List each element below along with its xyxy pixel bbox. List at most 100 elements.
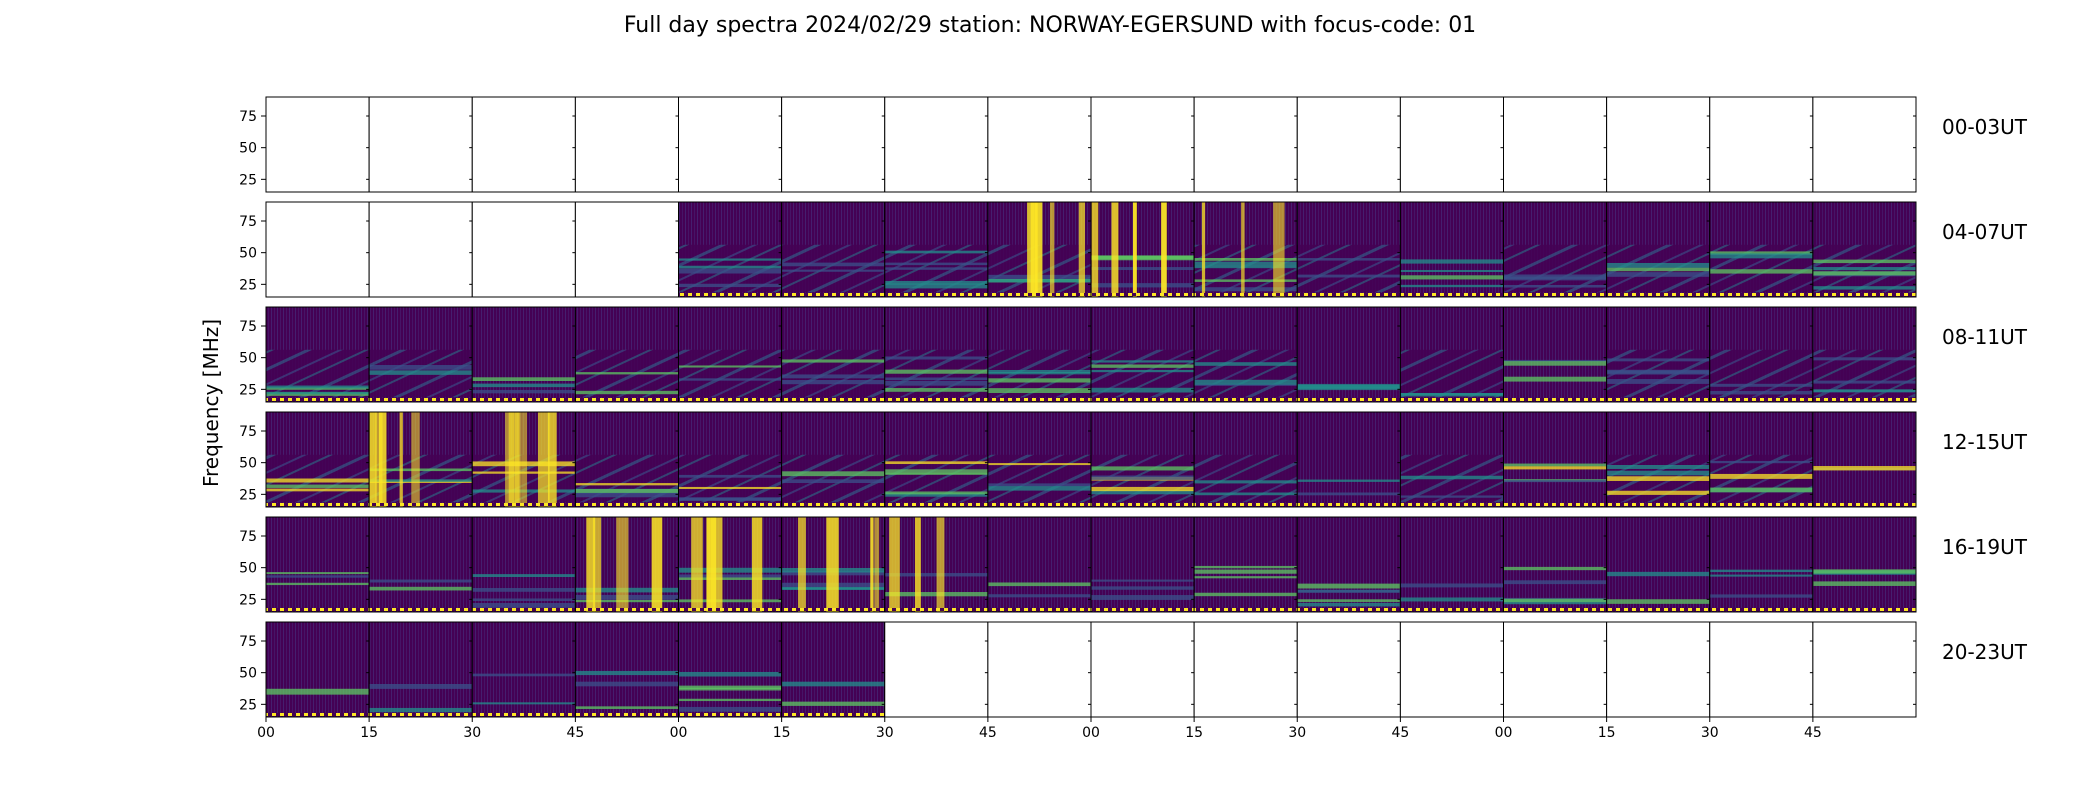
marker-dots	[1503, 398, 1607, 401]
emission-line	[1400, 597, 1504, 602]
empty-panel	[987, 97, 1091, 192]
emission-line	[987, 582, 1091, 587]
emission-line	[884, 283, 988, 289]
x-tick-label: 15	[360, 725, 378, 741]
spectrum-panel	[1812, 306, 1917, 403]
marker-dots	[369, 503, 473, 506]
burst	[547, 412, 557, 507]
emission-line	[1091, 369, 1195, 373]
marker-dots	[884, 293, 988, 296]
burst	[537, 412, 550, 507]
emission-line	[1194, 565, 1298, 569]
spectrum-background	[1297, 517, 1401, 612]
spectrum-background	[1709, 517, 1813, 612]
emission-line	[1091, 255, 1195, 260]
marker-dots	[1400, 608, 1504, 611]
emission-line	[884, 267, 988, 270]
emission-line	[1091, 360, 1195, 363]
spectrum-panel	[987, 411, 1092, 508]
emission-line	[987, 594, 1091, 598]
empty-panel	[1297, 97, 1401, 192]
spectrum-background	[266, 622, 370, 717]
figure-title: Full day spectra 2024/02/29 station: NOR…	[624, 13, 1476, 38]
y-tick-label: 75	[239, 424, 257, 440]
spectrum-panel	[574, 306, 679, 403]
emission-line	[1503, 284, 1607, 288]
marker-dots	[1709, 398, 1813, 401]
spectrum-panel	[368, 411, 473, 508]
row-label: 20-23UT	[1942, 640, 2028, 664]
spectrum-background	[369, 517, 473, 612]
spectrum-background	[575, 622, 679, 717]
spectrum-panel	[678, 516, 783, 613]
emission-line	[1812, 380, 1916, 384]
emission-line	[781, 359, 885, 363]
emission-line	[678, 365, 782, 368]
burst	[1111, 202, 1119, 297]
emission-line	[678, 378, 782, 381]
spectrum-panel	[987, 201, 1092, 298]
spectrum-panel	[1193, 621, 1298, 718]
spectrum-panel	[1606, 411, 1711, 508]
burst	[411, 412, 420, 507]
emission-line	[678, 706, 782, 712]
emission-line	[884, 592, 988, 597]
marker-dots	[1400, 503, 1504, 506]
emission-line	[1091, 364, 1195, 368]
spectrum-panel	[1606, 96, 1711, 193]
interference-band	[1194, 349, 1298, 398]
emission-line	[266, 690, 370, 695]
burst	[521, 412, 528, 507]
burst	[375, 412, 383, 507]
emission-line	[1091, 283, 1195, 288]
emission-line	[1194, 265, 1298, 269]
spectrum-panel	[987, 621, 1092, 718]
emission-line	[1091, 490, 1195, 495]
emission-line	[1606, 599, 1710, 604]
marker-dots	[1606, 293, 1710, 296]
emission-line	[575, 489, 679, 493]
emission-line	[1709, 594, 1813, 598]
spectrum-panel	[1606, 306, 1711, 403]
spectrum-panel	[1090, 306, 1195, 403]
empty-panel	[1194, 622, 1298, 717]
spectrum-panel	[884, 201, 989, 298]
marker-dots	[884, 398, 988, 401]
spectrum-panel	[781, 411, 886, 508]
spectrum-panel	[471, 306, 576, 403]
spectrum-panel	[1709, 96, 1814, 193]
empty-panel	[1812, 622, 1916, 717]
spectrum-panel	[678, 96, 783, 193]
x-tick-label: 15	[773, 725, 791, 741]
spectrum-panel	[574, 516, 679, 613]
emission-line	[1709, 569, 1813, 573]
emission-line	[1606, 272, 1710, 277]
empty-panel	[1709, 622, 1813, 717]
empty-panel	[1091, 97, 1195, 192]
emission-line	[1709, 390, 1813, 395]
spectra-row: 75 50 25 08-11UT	[239, 306, 2028, 403]
emission-line	[1091, 586, 1195, 590]
marker-dots	[678, 398, 782, 401]
spectrum-panel	[987, 306, 1092, 403]
spectrum-background	[1503, 307, 1607, 402]
emission-line	[1297, 274, 1401, 278]
emission-line	[1606, 476, 1710, 481]
emission-line	[472, 574, 576, 577]
spectrum-panel	[1193, 201, 1298, 298]
emission-line	[369, 468, 473, 472]
spectrum-panel	[1709, 306, 1814, 403]
emission-line	[1194, 279, 1298, 282]
interference-band	[781, 244, 885, 293]
row-label: 16-19UT	[1942, 535, 2028, 559]
emission-line	[1194, 362, 1298, 366]
spectrum-panel	[678, 621, 783, 718]
y-tick-label: 25	[239, 172, 257, 188]
spectra-row: 75 50 25 16-19UT	[239, 516, 2028, 613]
emission-line	[1194, 287, 1298, 292]
burst	[505, 412, 515, 507]
marker-dots	[472, 503, 576, 506]
emission-line	[472, 598, 576, 601]
burst	[1091, 202, 1099, 297]
emission-line	[781, 479, 885, 484]
